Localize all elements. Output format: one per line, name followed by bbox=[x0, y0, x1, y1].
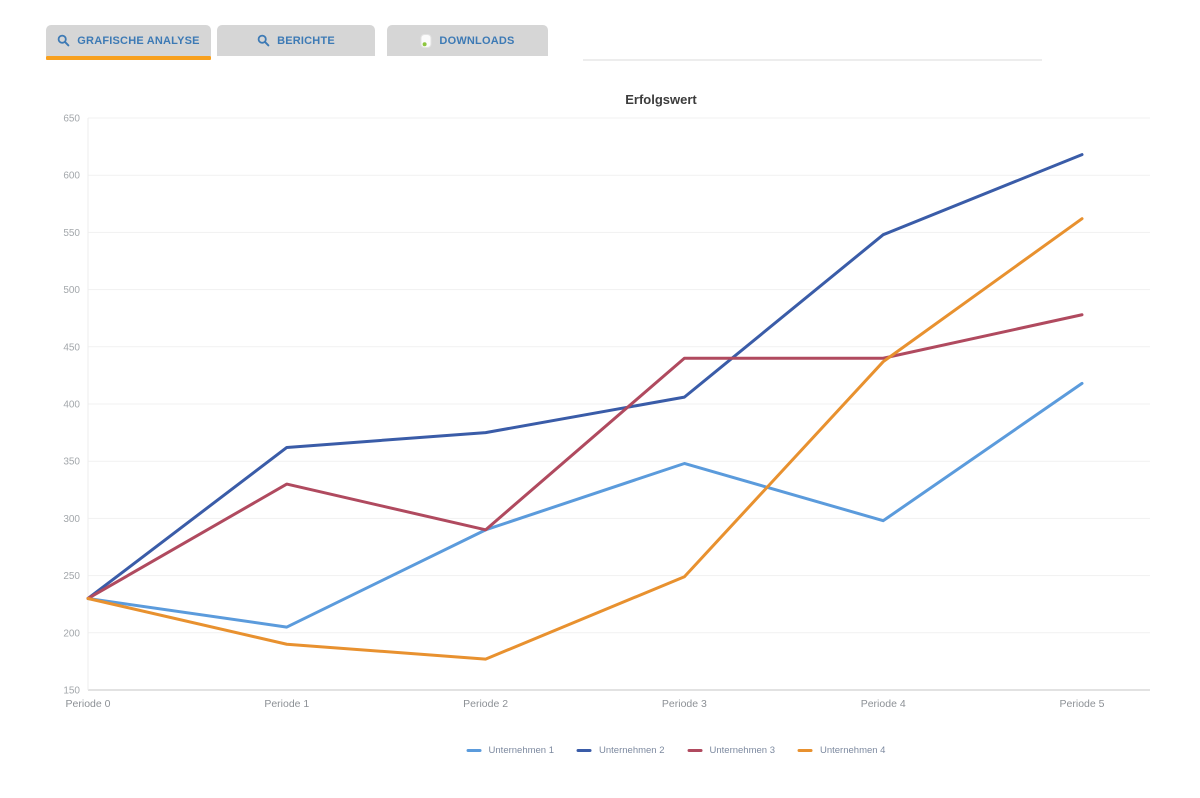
legend-item-unternehmen-4[interactable]: Unternehmen 4 bbox=[797, 745, 886, 756]
download-icon bbox=[420, 33, 432, 48]
search-icon bbox=[57, 34, 70, 47]
legend-swatch bbox=[797, 749, 813, 752]
x-tick-label: Periode 0 bbox=[66, 698, 111, 710]
series-line-unternehmen-2 bbox=[86, 153, 1084, 600]
y-tick-label: 550 bbox=[63, 228, 80, 239]
tab-berichte[interactable]: BERICHTE bbox=[217, 25, 375, 56]
chart-legend: Unternehmen 1 Unternehmen 2 Unternehmen 3 U… bbox=[466, 745, 886, 756]
y-tick-label: 250 bbox=[63, 571, 80, 582]
legend-item-unternehmen-2[interactable]: Unternehmen 2 bbox=[577, 745, 665, 756]
tab-label: BERICHTE bbox=[277, 34, 335, 47]
series-line-unternehmen-4 bbox=[86, 217, 1084, 661]
active-tab-underline bbox=[46, 56, 211, 60]
y-tick-label: 450 bbox=[63, 342, 80, 353]
y-tick-label: 650 bbox=[63, 114, 80, 125]
x-tick-label: Periode 3 bbox=[662, 698, 707, 710]
y-tick-label: 400 bbox=[63, 400, 80, 411]
y-tick-label: 200 bbox=[63, 628, 80, 639]
tab-downloads[interactable]: DOWNLOADS bbox=[387, 25, 548, 56]
tab-label: DOWNLOADS bbox=[439, 34, 515, 47]
legend-swatch bbox=[577, 749, 593, 752]
y-tick-label: 600 bbox=[63, 171, 80, 182]
legend-item-unternehmen-3[interactable]: Unternehmen 3 bbox=[687, 745, 775, 756]
legend-label: Unternehmen 2 bbox=[599, 745, 665, 756]
x-tick-label: Periode 4 bbox=[861, 698, 906, 710]
y-tick-label: 500 bbox=[63, 285, 80, 296]
chart-title: Erfolgswert bbox=[625, 92, 697, 107]
y-tick-label: 300 bbox=[63, 514, 80, 525]
x-tick-label: Periode 2 bbox=[463, 698, 508, 710]
series-line-unternehmen-3 bbox=[86, 313, 1084, 600]
y-tick-label: 150 bbox=[63, 686, 80, 697]
x-tick-label: Periode 1 bbox=[264, 698, 309, 710]
tab-grafische-analyse[interactable]: GRAFISCHE ANALYSE bbox=[46, 25, 211, 56]
tab-label: GRAFISCHE ANALYSE bbox=[77, 34, 200, 47]
search-icon bbox=[257, 34, 270, 47]
x-tick-label: Periode 5 bbox=[1060, 698, 1105, 710]
legend-label: Unternehmen 3 bbox=[709, 745, 775, 756]
legend-swatch bbox=[466, 749, 482, 752]
legend-label: Unternehmen 4 bbox=[819, 745, 886, 756]
legend-swatch bbox=[687, 749, 703, 752]
y-tick-label: 350 bbox=[63, 457, 80, 468]
legend-item-unternehmen-1[interactable]: Unternehmen 1 bbox=[466, 745, 555, 756]
tab-bar-divider bbox=[583, 59, 1042, 61]
legend-label: Unternehmen 1 bbox=[488, 745, 555, 756]
series-line-unternehmen-1 bbox=[86, 381, 1084, 629]
